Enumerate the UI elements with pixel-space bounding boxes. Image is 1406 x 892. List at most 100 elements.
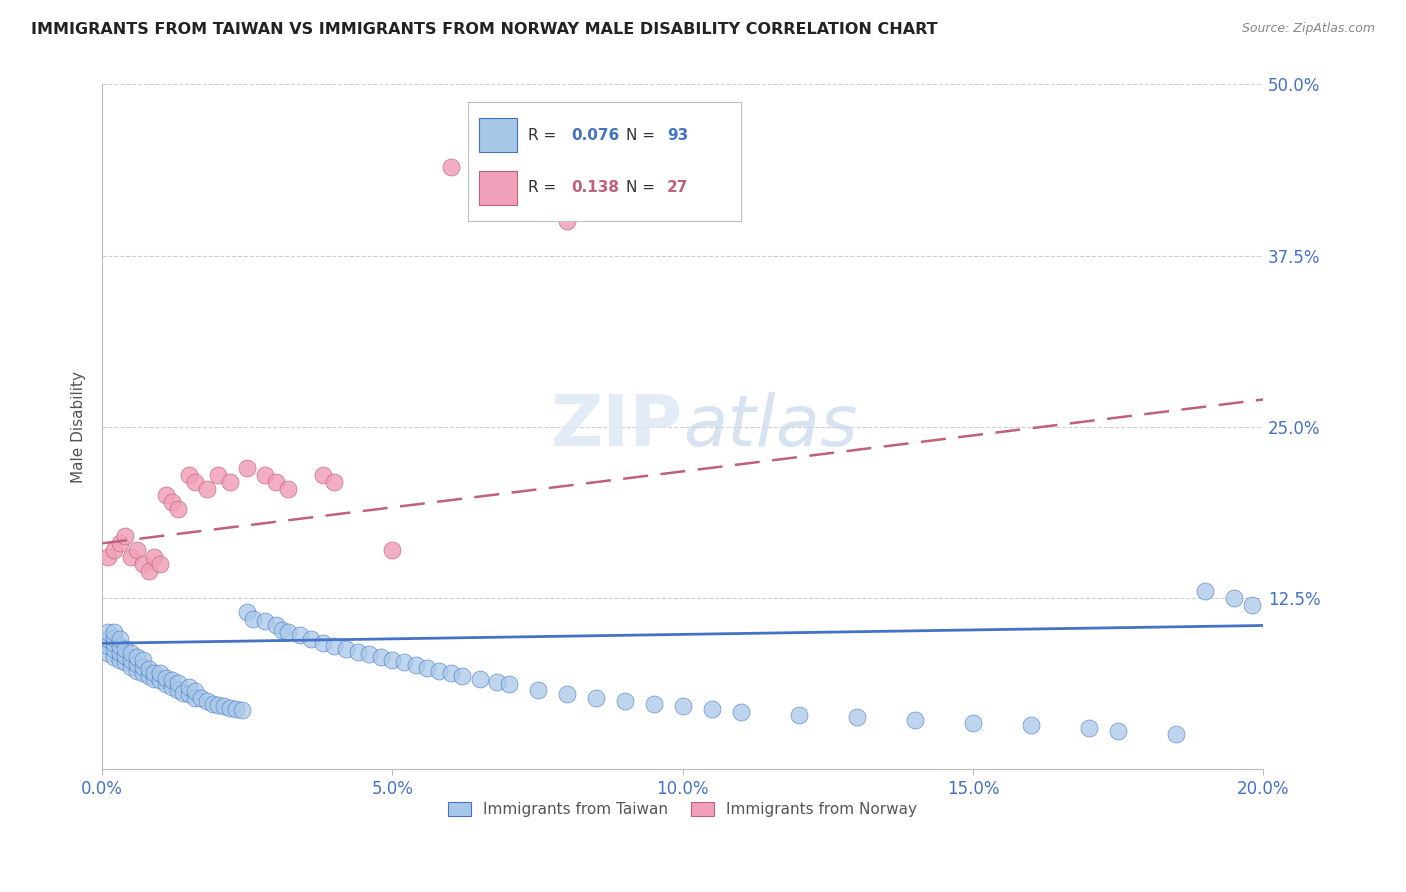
Point bbox=[97, 639, 120, 653]
Point bbox=[108, 653, 131, 667]
Point bbox=[962, 715, 984, 730]
Point bbox=[179, 680, 201, 694]
Point bbox=[125, 543, 148, 558]
Point bbox=[225, 702, 247, 716]
Point bbox=[700, 702, 723, 716]
Point bbox=[236, 605, 259, 619]
Point bbox=[160, 680, 183, 694]
Point bbox=[155, 488, 177, 502]
Point bbox=[219, 475, 242, 489]
Point bbox=[108, 646, 131, 660]
Point bbox=[271, 623, 294, 637]
Point bbox=[195, 482, 218, 496]
Point bbox=[439, 160, 461, 174]
Point bbox=[312, 467, 335, 482]
Point bbox=[120, 659, 142, 673]
Point bbox=[1223, 591, 1246, 606]
Point bbox=[195, 694, 218, 708]
Point bbox=[451, 669, 474, 683]
Point bbox=[212, 699, 235, 714]
Point bbox=[242, 612, 264, 626]
Point bbox=[103, 631, 125, 645]
Point bbox=[266, 475, 288, 489]
Point bbox=[138, 669, 160, 683]
Point bbox=[103, 636, 125, 650]
Point bbox=[253, 615, 276, 629]
Point bbox=[672, 699, 695, 714]
Point bbox=[288, 628, 311, 642]
Point bbox=[219, 700, 242, 714]
Point bbox=[787, 707, 810, 722]
Point bbox=[149, 673, 172, 688]
Point bbox=[439, 666, 461, 681]
Point bbox=[166, 676, 188, 690]
Point bbox=[114, 656, 136, 670]
Y-axis label: Male Disability: Male Disability bbox=[72, 371, 86, 483]
Point bbox=[103, 650, 125, 665]
Point bbox=[132, 659, 155, 673]
Point bbox=[613, 694, 636, 708]
Point bbox=[643, 697, 665, 711]
Point bbox=[1194, 584, 1216, 599]
Point bbox=[184, 475, 207, 489]
Point bbox=[149, 557, 172, 571]
Point bbox=[149, 666, 172, 681]
Point bbox=[299, 632, 322, 647]
Point bbox=[120, 549, 142, 564]
Point bbox=[555, 214, 578, 228]
Point bbox=[266, 618, 288, 632]
Point bbox=[1166, 727, 1188, 741]
Point bbox=[125, 657, 148, 671]
Point bbox=[97, 646, 120, 660]
Point bbox=[155, 671, 177, 685]
Point bbox=[277, 625, 299, 640]
Point bbox=[190, 691, 212, 706]
Point bbox=[114, 529, 136, 543]
Point bbox=[526, 682, 548, 697]
Point bbox=[108, 639, 131, 653]
Point bbox=[97, 632, 120, 647]
Point bbox=[125, 664, 148, 678]
Point bbox=[730, 705, 752, 719]
Point bbox=[138, 662, 160, 676]
Point bbox=[381, 543, 404, 558]
Point bbox=[416, 661, 439, 675]
Point bbox=[207, 698, 229, 712]
Point bbox=[323, 475, 346, 489]
Point bbox=[485, 674, 508, 689]
Point bbox=[108, 536, 131, 550]
Point bbox=[108, 632, 131, 647]
Point bbox=[1078, 721, 1101, 735]
Point bbox=[370, 650, 392, 665]
Point bbox=[231, 703, 253, 717]
Point bbox=[138, 564, 160, 578]
Point bbox=[132, 557, 155, 571]
Point bbox=[468, 672, 491, 686]
Point bbox=[143, 549, 166, 564]
Text: atlas: atlas bbox=[683, 392, 858, 461]
Point bbox=[207, 467, 229, 482]
Point bbox=[132, 653, 155, 667]
Point bbox=[346, 644, 368, 658]
Point bbox=[166, 682, 188, 697]
Legend: Immigrants from Taiwan, Immigrants from Norway: Immigrants from Taiwan, Immigrants from … bbox=[441, 796, 924, 823]
Point bbox=[335, 641, 357, 656]
Point bbox=[253, 467, 276, 482]
Point bbox=[179, 467, 201, 482]
Point bbox=[1019, 718, 1042, 732]
Point bbox=[427, 664, 450, 678]
Point bbox=[143, 672, 166, 686]
Point bbox=[498, 677, 520, 691]
Point bbox=[845, 710, 868, 724]
Point bbox=[555, 687, 578, 701]
Point bbox=[184, 684, 207, 698]
Point bbox=[103, 543, 125, 558]
Text: IMMIGRANTS FROM TAIWAN VS IMMIGRANTS FROM NORWAY MALE DISABILITY CORRELATION CHA: IMMIGRANTS FROM TAIWAN VS IMMIGRANTS FRO… bbox=[31, 22, 938, 37]
Point bbox=[201, 697, 224, 711]
Point bbox=[160, 673, 183, 688]
Point bbox=[120, 653, 142, 667]
Point bbox=[236, 461, 259, 475]
Point bbox=[103, 641, 125, 656]
Text: Source: ZipAtlas.com: Source: ZipAtlas.com bbox=[1241, 22, 1375, 36]
Point bbox=[97, 625, 120, 640]
